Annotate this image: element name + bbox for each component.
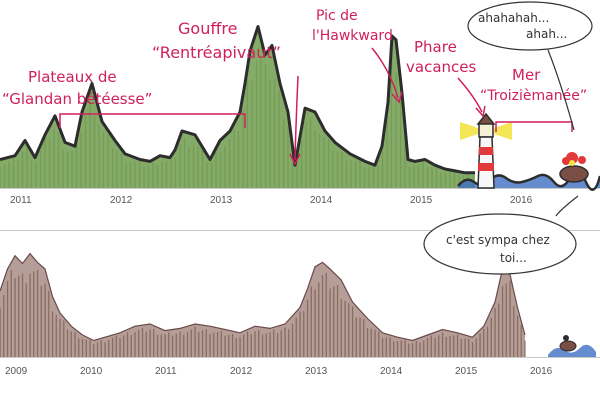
annotation-mer: Mer “Troizièmanée” [480,66,587,132]
annotation-gouffre-line2: “Rentréapivaut” [152,43,281,62]
speech-bubble-bottom: c'est sympa chez toi... [423,195,579,275]
speech-bubble-top: ahahahah... ahah... [467,1,593,131]
annotation-mer-line2: “Troizièmanée” [480,88,587,104]
x-tick-label: 2016 [530,366,553,377]
bottom-chart-outline [0,252,526,342]
x-tick-label: 2014 [310,195,333,206]
annotation-gouffre: Gouffre “Rentréapivaut” [152,19,301,166]
bottom-chart-topline [0,230,600,231]
top-chart-x-ticks: 2011 2012 2013 2014 2015 2016 [10,195,533,206]
top-chart-panel: 2011 2012 2013 2014 2015 2016 Plateaux de “Gl… [0,1,600,206]
x-tick-label: 2012 [110,195,133,206]
speech-bubble-top-line2: ahah... [526,27,567,41]
sea-monster-icon [559,152,589,183]
bottom-sea-creature-icon [548,335,596,357]
annotation-pic-line2: l'Hawkward [312,28,393,44]
annotation-phare-line1: Phare [414,38,457,56]
top-chart-baseline [0,188,600,189]
speech-bubble-bottom-line1: c'est sympa chez [446,233,550,247]
annotation-phare: Phare vacances [406,38,486,118]
bottom-chart-terrain [0,253,525,357]
speech-bubble-top-line1: ahahahah... [478,11,549,25]
annotation-plateaux-line2: “Glandan bétéesse” [2,90,152,108]
annotation-pic-line1: Pic de [316,8,358,24]
x-tick-label: 2011 [10,195,32,206]
x-tick-label: 2010 [80,366,103,377]
top-chart-outline [0,25,475,175]
x-tick-label: 2016 [510,195,533,206]
annotation-gouffre-line1: Gouffre [178,19,237,38]
bottom-chart-panel: 2009 2010 2011 2012 2013 2014 2015 2016 c'est s… [0,195,600,377]
bottom-chart-baseline [0,357,600,358]
x-tick-label: 2014 [380,366,403,377]
annotation-plateaux: Plateaux de “Glandan bétéesse” [2,68,246,128]
bottom-chart-x-ticks: 2009 2010 2011 2012 2013 2014 2015 2016 [5,366,553,377]
annotation-phare-line2: vacances [406,58,476,76]
lighthouse-icon [460,112,512,189]
x-tick-label: 2013 [210,195,233,206]
x-tick-label: 2015 [410,195,433,206]
annotation-mer-line1: Mer [512,66,541,84]
speech-bubble-bottom-line2: toi... [500,251,527,265]
x-tick-label: 2015 [455,366,478,377]
annotation-pic: Pic de l'Hawkward [312,8,403,104]
x-tick-label: 2009 [5,366,28,377]
annotation-plateaux-line1: Plateaux de [28,68,117,86]
chart-bar [524,340,526,357]
x-tick-label: 2011 [155,366,177,377]
x-tick-label: 2012 [230,366,253,377]
x-tick-label: 2013 [305,366,328,377]
